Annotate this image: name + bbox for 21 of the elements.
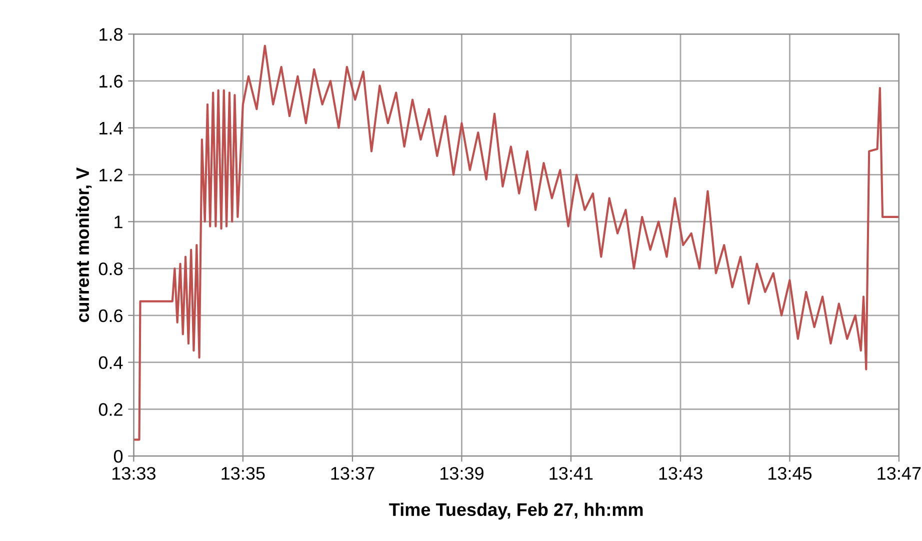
x-tick-label: 13:39 [440, 466, 484, 480]
y-tick-label: 1 [114, 216, 122, 228]
y-tick-label: 0.2 [98, 403, 122, 416]
y-tick-label: 0.6 [98, 309, 122, 322]
x-tick-label: 13:35 [222, 466, 265, 480]
line-series [134, 44, 899, 441]
y-tick-label: 0.8 [98, 262, 122, 276]
y-tick-label: 1.4 [100, 122, 123, 134]
x-tick-label: 13:37 [331, 466, 374, 480]
x-tick-label: 13:43 [659, 466, 702, 480]
y-tick-label: 1.8 [100, 28, 122, 41]
y-tick-label: 0 [114, 450, 123, 463]
x-tick-label: 13:33 [112, 466, 156, 480]
x-axis-title: Time Tuesday, Feb 27, hh:mm [389, 502, 643, 520]
y-tick-label: 1.2 [100, 168, 122, 182]
y-axis-title: current monitor, V [76, 167, 92, 322]
y-tick-label: 1.6 [100, 74, 122, 88]
y-tick-label: 0.4 [98, 356, 123, 370]
x-tick-label: 13:41 [550, 466, 593, 480]
x-tick-label: 13:47 [878, 466, 921, 480]
x-tick-label: 13:45 [768, 466, 812, 480]
